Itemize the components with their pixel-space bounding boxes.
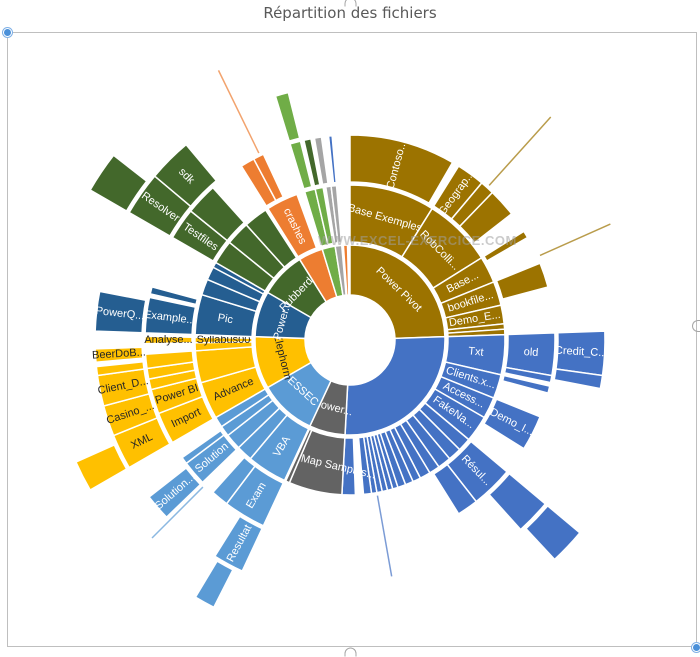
sunburst-sliver bbox=[151, 486, 204, 539]
sunburst-segment[interactable] bbox=[213, 515, 264, 573]
sunburst-segment[interactable] bbox=[495, 262, 549, 301]
chart-area-frame[interactable] bbox=[7, 32, 697, 647]
sunburst-segment[interactable] bbox=[432, 463, 478, 515]
sunburst-segment[interactable] bbox=[327, 134, 338, 184]
sunburst-segment[interactable] bbox=[314, 186, 334, 246]
sunburst-segment[interactable] bbox=[284, 428, 313, 484]
sunburst-segment[interactable] bbox=[252, 153, 285, 202]
sunburst-segment[interactable] bbox=[94, 290, 147, 334]
sunburst-segment[interactable] bbox=[266, 193, 318, 258]
sunburst-segment[interactable] bbox=[553, 368, 604, 390]
sunburst-segment[interactable] bbox=[144, 350, 195, 370]
sunburst-segment[interactable] bbox=[344, 335, 446, 436]
sunburst-segment[interactable] bbox=[189, 186, 246, 242]
sunburst-segment[interactable] bbox=[289, 140, 313, 190]
sunburst-segment[interactable] bbox=[302, 137, 321, 187]
sunburst-segment[interactable] bbox=[458, 191, 513, 244]
sunburst-segment[interactable] bbox=[342, 244, 350, 296]
sunburst-sliver bbox=[539, 223, 611, 257]
segment-label: Credit_C... bbox=[555, 345, 608, 360]
sunburst-segment[interactable] bbox=[149, 286, 199, 306]
segment-label: PowerQ... bbox=[95, 305, 145, 322]
sunburst-segment[interactable] bbox=[148, 467, 202, 519]
sunburst-segment[interactable] bbox=[74, 443, 128, 492]
sunburst-segment[interactable] bbox=[144, 335, 193, 345]
sunburst-segment[interactable] bbox=[349, 134, 454, 205]
sunburst-segment[interactable] bbox=[194, 336, 253, 344]
sunburst-segment[interactable] bbox=[194, 560, 234, 609]
resize-handle-top-left[interactable] bbox=[3, 28, 12, 37]
resize-handle-right[interactable] bbox=[692, 320, 700, 332]
sunburst-segment[interactable] bbox=[349, 244, 446, 340]
segment-label: Syllabus00 bbox=[197, 334, 251, 346]
sunburst-segment[interactable] bbox=[501, 374, 551, 394]
watermark: WWW.EXCEL-EXERCICE.COM bbox=[318, 233, 517, 248]
sunburst-segment[interactable] bbox=[503, 366, 553, 384]
sunburst-segment[interactable] bbox=[181, 429, 225, 465]
segment-label: Analyse... bbox=[144, 334, 192, 346]
chart-title: Répartition des fichiers bbox=[263, 4, 437, 22]
sunburst-segment[interactable] bbox=[488, 472, 547, 531]
segment-label: old bbox=[523, 346, 538, 359]
sunburst-segment[interactable] bbox=[211, 456, 256, 505]
segment-label: Txt bbox=[468, 345, 484, 358]
sunburst-segment[interactable] bbox=[313, 136, 329, 186]
resize-handle-bottom-right[interactable] bbox=[692, 643, 700, 652]
sunburst-segment[interactable] bbox=[274, 91, 301, 143]
sunburst-segment[interactable] bbox=[245, 208, 298, 269]
sunburst-sliver bbox=[217, 70, 260, 154]
sunburst-segment[interactable] bbox=[334, 244, 347, 297]
sunburst-segment[interactable] bbox=[330, 184, 343, 244]
sunburst-segment[interactable] bbox=[95, 360, 145, 377]
sunburst-segment[interactable] bbox=[357, 436, 373, 496]
sunburst-sliver bbox=[488, 116, 552, 186]
segment-label: BeerDoB... bbox=[92, 346, 146, 361]
sunburst-segment[interactable] bbox=[94, 346, 144, 364]
segment-label: Pic bbox=[217, 312, 235, 326]
sunburst-segment[interactable] bbox=[482, 230, 529, 263]
sunburst-segment[interactable] bbox=[524, 504, 581, 561]
sunburst-sliver bbox=[376, 495, 393, 577]
sunburst-segment[interactable] bbox=[153, 143, 218, 208]
sunburst-segment[interactable] bbox=[144, 296, 197, 336]
sunburst-segment[interactable] bbox=[89, 154, 148, 213]
sunburst-segment[interactable] bbox=[482, 398, 542, 450]
